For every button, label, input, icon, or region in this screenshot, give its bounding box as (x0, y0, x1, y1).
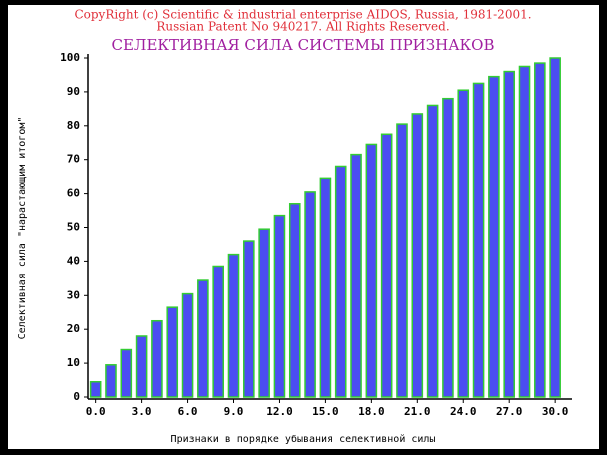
bar (518, 65, 531, 398)
bar (166, 306, 179, 398)
y-tick-label: 30 (67, 288, 80, 301)
bar (273, 214, 286, 398)
bar (151, 319, 163, 398)
bar (503, 70, 516, 398)
bar (442, 97, 454, 398)
y-tick-label: 20 (67, 322, 80, 335)
bar (197, 279, 209, 398)
x-axis-label: Признаки в порядке убывания селективной … (171, 433, 436, 445)
y-tick-label: 10 (67, 356, 80, 369)
bar (89, 380, 102, 398)
x-tick-label: 6.0 (178, 405, 198, 418)
bar (105, 364, 117, 398)
bar (258, 228, 270, 398)
bar (227, 253, 240, 398)
y-tick-label: 100 (60, 51, 80, 64)
x-tick-label: 0.0 (86, 405, 106, 418)
bar (243, 240, 255, 398)
patent: Russian Patent No 940217. All Rights Res… (156, 20, 449, 34)
y-tick-label: 70 (67, 153, 80, 166)
bar (365, 143, 378, 398)
x-tick-label: 15.0 (312, 405, 339, 418)
bar (334, 165, 347, 398)
y-tick-label: 80 (67, 119, 80, 132)
x-tick-label: 30.0 (542, 405, 569, 418)
y-tick-label: 0 (73, 390, 80, 403)
bar (472, 82, 485, 398)
bar (212, 265, 224, 398)
x-tick-label: 27.0 (496, 405, 523, 418)
y-tick-label: 40 (67, 254, 80, 267)
y-tick-label: 90 (67, 85, 80, 98)
y-tick-label: 60 (67, 187, 80, 200)
bar (135, 335, 148, 398)
bar (457, 89, 470, 398)
x-tick-label: 3.0 (132, 405, 152, 418)
bar (488, 75, 500, 398)
copyright: CopyRight (c) Scientific & industrial en… (74, 8, 531, 22)
bar (304, 191, 316, 398)
bar (288, 203, 301, 398)
bar (319, 177, 332, 398)
bar (380, 133, 393, 398)
bar (350, 153, 362, 398)
bar (549, 57, 561, 398)
y-axis-label: Селективная сила "нарастающим итогом" (17, 117, 28, 340)
bar (396, 123, 408, 398)
bar (411, 113, 424, 398)
bar (120, 348, 133, 398)
y-tick-label: 50 (67, 221, 80, 234)
bar (181, 292, 194, 398)
x-tick-label: 21.0 (404, 405, 431, 418)
x-tick-label: 12.0 (266, 405, 293, 418)
x-tick-label: 24.0 (450, 405, 477, 418)
bar (426, 104, 439, 398)
chart-title: СЕЛЕКТИВНАЯ СИЛА СИСТЕМЫ ПРИЗНАКОВ (112, 36, 495, 54)
bar (534, 62, 546, 398)
x-tick-label: 9.0 (224, 405, 244, 418)
x-tick-label: 18.0 (358, 405, 385, 418)
